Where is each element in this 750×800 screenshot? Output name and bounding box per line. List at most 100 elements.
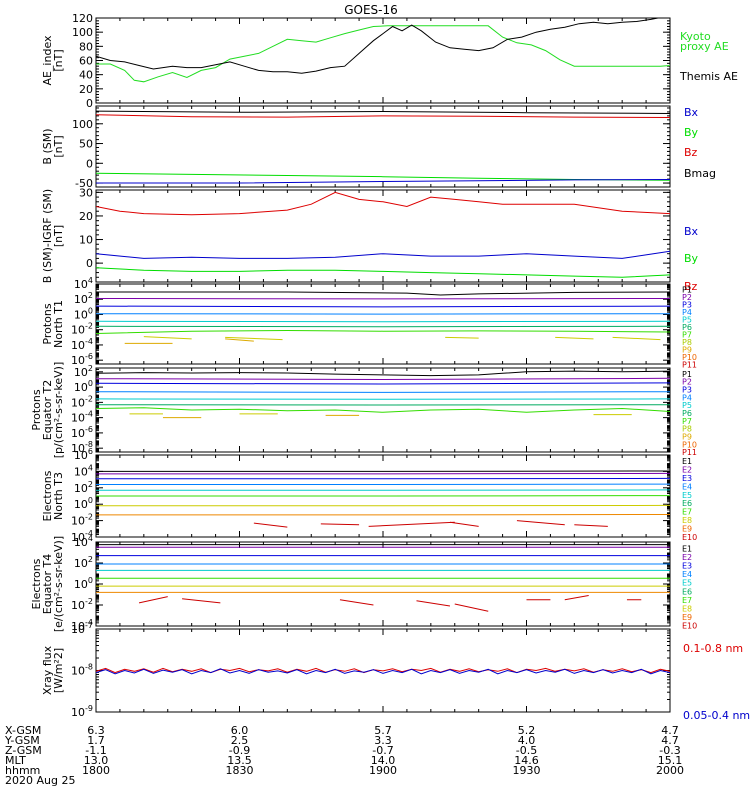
legend-by: By xyxy=(684,126,699,139)
y-axis-label: Protons xyxy=(30,389,43,430)
series-line-bx xyxy=(96,179,670,184)
y-tick-label: 0 xyxy=(86,257,93,270)
legend-p7: P7 xyxy=(682,417,692,426)
legend-by: By xyxy=(684,252,699,265)
segment-p8 xyxy=(555,336,594,340)
footer-value: 14.0 xyxy=(371,754,396,767)
legend-p4: P4 xyxy=(682,393,692,402)
series-line-p7 xyxy=(96,407,670,413)
legend-bx: Bx xyxy=(684,225,699,238)
segment-e9 xyxy=(449,521,479,527)
legend-p6: P6 xyxy=(682,409,692,418)
y-tick-label: 10-9 xyxy=(71,704,93,719)
legend-p9: P9 xyxy=(682,345,692,354)
series-line-p4 xyxy=(96,391,670,393)
legend-e8: E8 xyxy=(682,516,692,525)
footer-value: 4.7 xyxy=(661,734,679,747)
legend-p10: P10 xyxy=(682,353,697,362)
y-axis-label: Protons xyxy=(41,303,54,344)
y-axis-label: Electrons xyxy=(30,558,43,609)
y-axis-label: AE_index xyxy=(41,35,54,86)
legend-e6: E6 xyxy=(682,499,692,508)
footer-value: 1.7 xyxy=(87,734,105,747)
y-tick-label: 102 xyxy=(74,555,93,570)
y-tick-label: 10-8 xyxy=(71,663,93,678)
y-tick-label: 10-2 xyxy=(71,513,93,528)
y-axis-label: [nT] xyxy=(52,135,65,157)
legend-p4: P4 xyxy=(682,308,692,317)
y-axis-label: North T3 xyxy=(52,472,65,520)
legend-p2: P2 xyxy=(682,378,692,387)
y-axis-label: Xray flux xyxy=(41,645,54,695)
legend-e10: E10 xyxy=(682,533,697,542)
legend-bmag: Bmag xyxy=(684,167,716,180)
y-tick-label: 102 xyxy=(74,480,93,495)
legend-p3: P3 xyxy=(682,301,692,310)
segment-p9 xyxy=(225,338,254,342)
segment-e9 xyxy=(138,596,168,604)
series-line-kyoto-proxy-ae xyxy=(96,25,670,83)
series-line-p1 xyxy=(96,370,670,377)
legend-e8: E8 xyxy=(682,605,692,614)
footer-value: 1800 xyxy=(82,764,110,777)
panel-frame xyxy=(95,283,671,365)
y-axis-label: B (SM) xyxy=(41,128,54,164)
legend-kyoto: Kyoto xyxy=(680,30,711,43)
y-axis-label: B (SM)-IGRF (SM) xyxy=(41,189,54,283)
y-axis-label: Electrons xyxy=(41,470,54,521)
footer-row-label: Z-GSM xyxy=(5,744,42,757)
footer-value: 2000 xyxy=(656,764,684,777)
y-tick-label: 10-6 xyxy=(71,425,93,440)
y-tick-label: 60 xyxy=(79,55,93,68)
series-line-p1 xyxy=(96,291,670,296)
legend-p1: P1 xyxy=(682,286,692,295)
legend-e6: E6 xyxy=(682,587,692,596)
y-tick-label: 100 xyxy=(74,379,93,394)
series-line-bmag xyxy=(96,110,670,114)
series-line-themis-ae xyxy=(96,18,661,74)
legend-e2: E2 xyxy=(682,466,692,475)
y-tick-label: 104 xyxy=(74,534,93,549)
series-line-p7 xyxy=(96,329,670,334)
footer-value: 4.0 xyxy=(518,734,536,747)
footer-value: 6.3 xyxy=(87,724,105,737)
legend-p8: P8 xyxy=(682,338,692,347)
series-line-bz xyxy=(96,191,670,216)
y-axis-label: [nT] xyxy=(52,225,65,247)
panel-data xyxy=(96,291,670,344)
footer-value: 6.0 xyxy=(231,724,249,737)
y-axis-label: [W/m²2] xyxy=(52,648,65,693)
panel-frame xyxy=(95,105,671,188)
legend-e5: E5 xyxy=(682,579,692,588)
y-tick-label: 50 xyxy=(79,138,93,151)
legend-p5: P5 xyxy=(682,401,692,410)
legend-0-05-0-4-nm: 0.05-0.4 nm xyxy=(683,709,750,722)
legend-p11: P11 xyxy=(682,360,697,369)
y-tick-label: 30 xyxy=(79,186,93,199)
legend-bz: Bz xyxy=(684,280,698,293)
y-tick-label: 10-7 xyxy=(71,621,93,636)
footer-date: 2020 Aug 25 xyxy=(5,774,75,787)
legend-e3: E3 xyxy=(682,474,692,483)
panel-bsm: -50 0 50 100 B (SM)[nT] Bx By Bz Bmag xyxy=(41,105,716,190)
legend-proxy-ae: proxy AE xyxy=(680,40,729,53)
y-tick-label: 10-2 xyxy=(71,597,93,612)
y-tick-label: 10 xyxy=(79,234,93,247)
legend-e9: E9 xyxy=(682,613,692,622)
segment-e9 xyxy=(182,598,221,604)
legend-p6: P6 xyxy=(682,323,692,332)
y-tick-label: 0 xyxy=(86,157,93,170)
panel-bigrf: 0 10 20 30 B (SM)-IGRF (SM)[nT] Bx By Bz xyxy=(41,186,699,293)
footer-value: -0.7 xyxy=(372,744,393,757)
legend-p11: P11 xyxy=(682,448,697,457)
y-tick-label: 40 xyxy=(79,69,93,82)
legend-p9: P9 xyxy=(682,432,692,441)
panel-data xyxy=(96,191,670,278)
footer-row-label: X-GSM xyxy=(5,724,41,737)
legend-p5: P5 xyxy=(682,316,692,325)
plot-title: GOES-16 xyxy=(344,3,398,17)
segment-e9 xyxy=(454,603,489,612)
segment-p8 xyxy=(143,336,192,340)
y-tick-label: 104 xyxy=(74,463,93,478)
